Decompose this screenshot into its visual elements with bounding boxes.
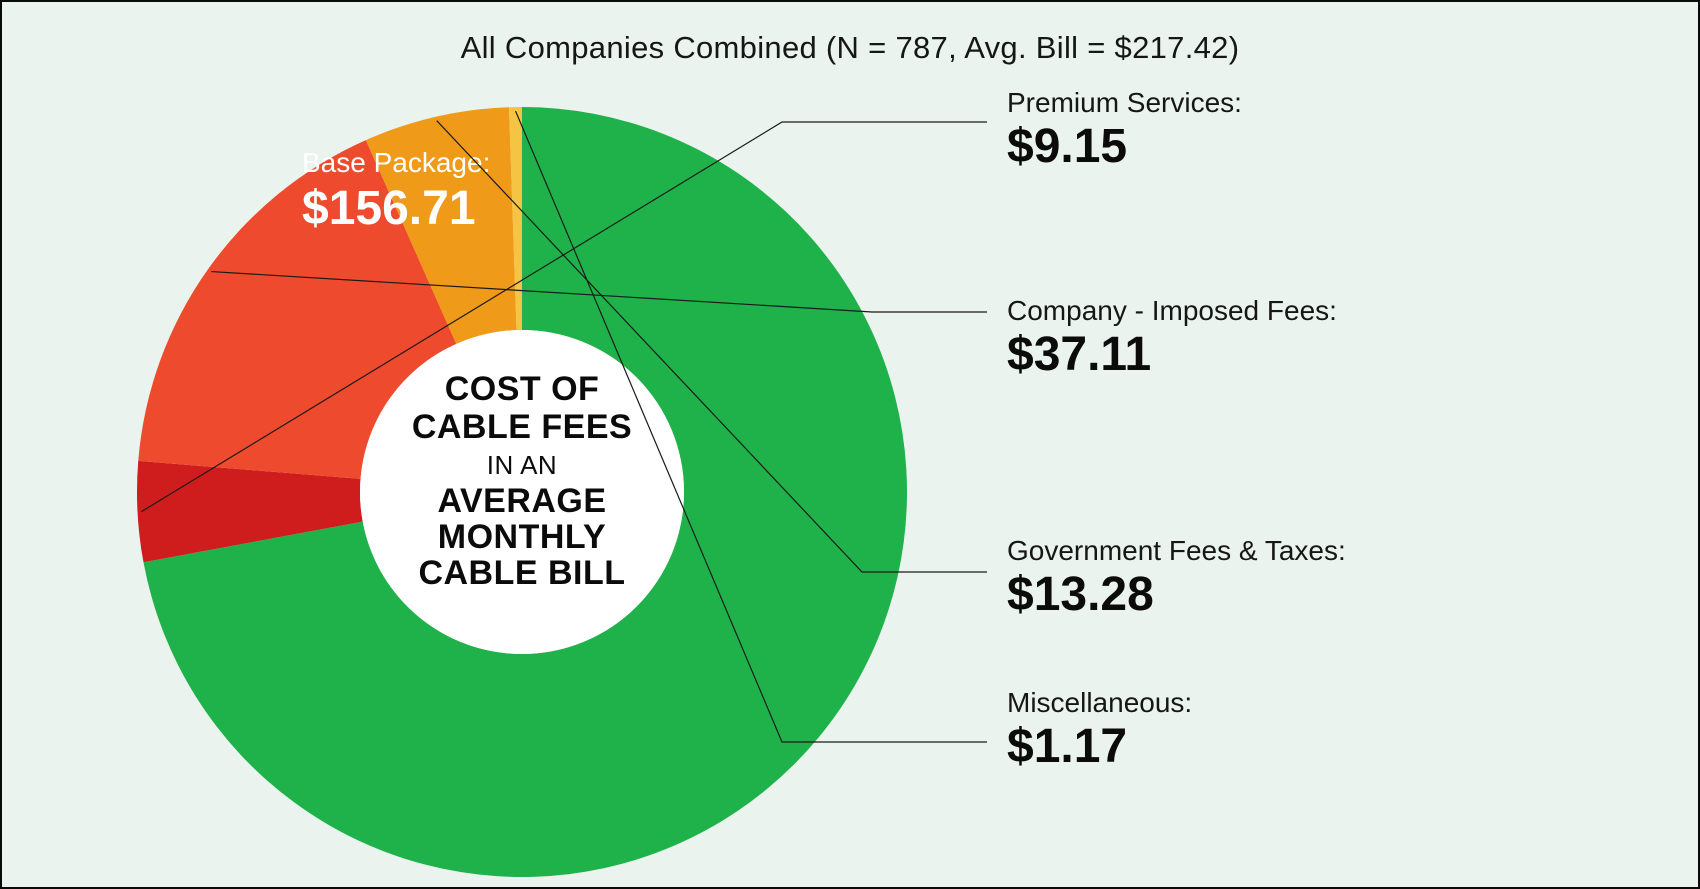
svg-text:AVERAGE: AVERAGE	[437, 482, 606, 520]
callout-value-company: $37.11	[1007, 328, 1151, 381]
svg-text:CABLE FEES: CABLE FEES	[412, 408, 632, 446]
donut-chart: COST OFCABLE FEES IN ANAVERAGEMONTHLYCABL…	[2, 2, 1700, 889]
chart-stage: All Companies Combined (N = 787, Avg. Bi…	[0, 0, 1700, 889]
callout-labels: Premium Services:$9.15 Company - Imposed …	[1007, 87, 1346, 773]
base-package-label: Base Package:	[302, 147, 490, 178]
svg-text:IN AN: IN AN	[487, 450, 557, 480]
svg-text:CABLE BILL: CABLE BILL	[418, 554, 625, 592]
callout-value-premium: $9.15	[1007, 120, 1127, 173]
callout-label-company: Company - Imposed Fees:	[1007, 295, 1337, 326]
callout-label-misc: Miscellaneous:	[1007, 687, 1192, 718]
callout-label-gov: Government Fees & Taxes:	[1007, 535, 1346, 566]
callout-label-premium: Premium Services:	[1007, 87, 1242, 118]
callout-value-misc: $1.17	[1007, 720, 1127, 773]
base-package-inside-label: Base Package: $156.71	[302, 147, 490, 235]
base-package-value: $156.71	[302, 182, 476, 235]
callout-value-gov: $13.28	[1007, 568, 1154, 621]
svg-text:COST OF: COST OF	[445, 370, 600, 408]
svg-text:MONTHLY: MONTHLY	[438, 518, 606, 556]
